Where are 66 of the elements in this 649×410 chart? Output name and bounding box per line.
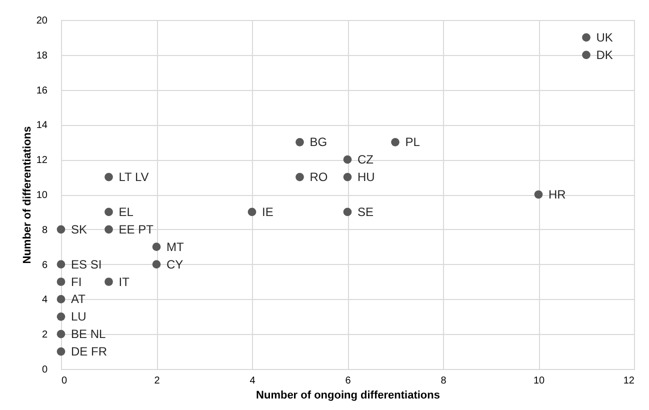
data-label: EL [118,204,134,219]
data-label: IT [118,274,130,289]
y-tick-label: 20 [36,16,48,26]
y-tick-label: 16 [36,85,48,96]
point [582,50,590,60]
data-label: MT [166,240,184,254]
point [582,33,590,42]
x-tick-label: 6 [345,376,352,386]
point [56,312,66,321]
y-tick-label: 12 [36,155,48,166]
data-label: ES SI [71,257,102,272]
y-tick-label: 10 [36,190,48,201]
point [104,172,113,182]
point [391,138,400,146]
data-label: BG [310,135,328,150]
point [534,190,543,199]
x-tick-label: 0 [62,376,68,386]
point [56,295,66,304]
point [296,138,304,146]
data-label: FI [71,274,82,289]
data-label: DK [596,48,613,62]
y-tick-label: 14 [36,120,48,132]
point [104,208,113,216]
y-tick-label: 6 [42,260,48,271]
data-label: PL [405,135,420,150]
point [56,225,66,234]
x-tick-label: 10 [533,376,545,386]
y-tick-label: 18 [36,50,48,62]
data-label: DE FR [71,344,108,359]
data-label: SK [71,222,88,236]
data-label: BE NL [71,327,106,342]
data-label: UK [596,30,613,44]
x-tick-label: 8 [440,376,447,386]
x-tick-label: 4 [250,376,256,386]
point [104,225,113,234]
point [343,172,352,182]
point [343,155,352,164]
y-tick-label: 0 [42,364,48,376]
point [343,208,352,216]
point [56,347,66,356]
data-label: IE [262,204,274,219]
data-label: CY [166,257,184,272]
data-label: RO [310,170,328,184]
data-label: HU [358,170,375,184]
y-tick-label: 2 [42,330,48,341]
data-label: AT [71,292,86,306]
point [56,260,66,268]
point [56,278,66,286]
x-tick-label: 12 [623,376,635,386]
y-tick-label: 4 [42,294,48,306]
data-label: EE PT [118,222,154,236]
point [152,242,161,252]
point [152,260,161,268]
point [104,278,113,286]
y-tick-label: 8 [42,224,48,236]
point [56,330,66,338]
x-tick-label: 2 [154,376,160,386]
point [296,172,304,182]
data-label: CZ [358,152,374,167]
x-axis-title: Number of ongoing differentiations [256,390,440,402]
data-label: HR [548,188,566,202]
point [248,208,256,216]
data-label: LT LV [118,170,149,184]
y-axis-title: Number of differentiations [21,126,34,264]
data-label: LU [71,310,86,324]
data-label: SE [358,204,374,219]
